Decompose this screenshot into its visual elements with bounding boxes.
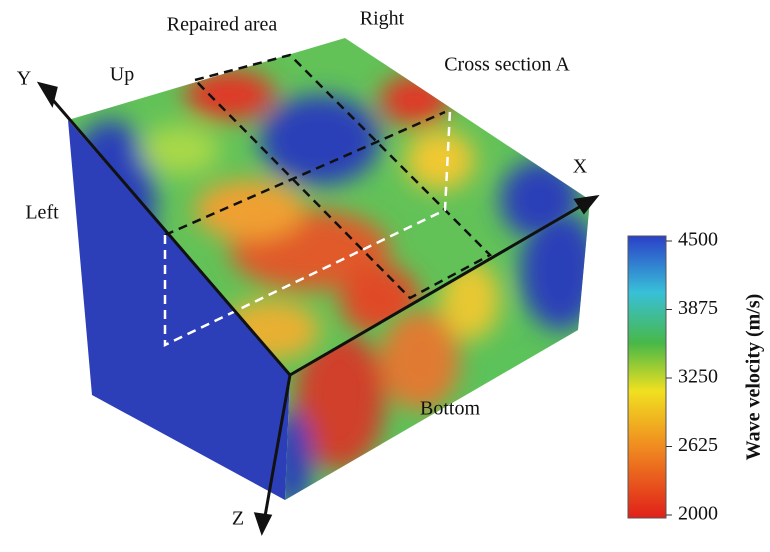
axis-label: Z [232, 508, 244, 530]
colorbar-title: Wave velocity (m/s) [743, 294, 765, 461]
tick-label: 3875 [678, 297, 718, 319]
tick-label: 4500 [678, 229, 718, 251]
label: Bottom [420, 398, 480, 420]
label: Repaired area [167, 14, 278, 36]
model-cube [40, 30, 600, 532]
tick-label: 2625 [678, 434, 718, 456]
label: Left [25, 202, 59, 224]
colorbar: Wave velocity (m/s) 4500 3875 3250 2625 2000 [628, 229, 765, 525]
tick-label: 2000 [678, 503, 718, 525]
label: Up [110, 64, 134, 86]
label: Cross section A [444, 54, 570, 76]
colorbar-scale [628, 236, 666, 518]
tick-label: 3250 [678, 366, 718, 388]
axis-label: X [573, 156, 588, 178]
label: Right [360, 8, 405, 30]
figure: Repaired area Right Up Cross section A L… [0, 0, 770, 552]
axis-label: Y [17, 68, 31, 90]
